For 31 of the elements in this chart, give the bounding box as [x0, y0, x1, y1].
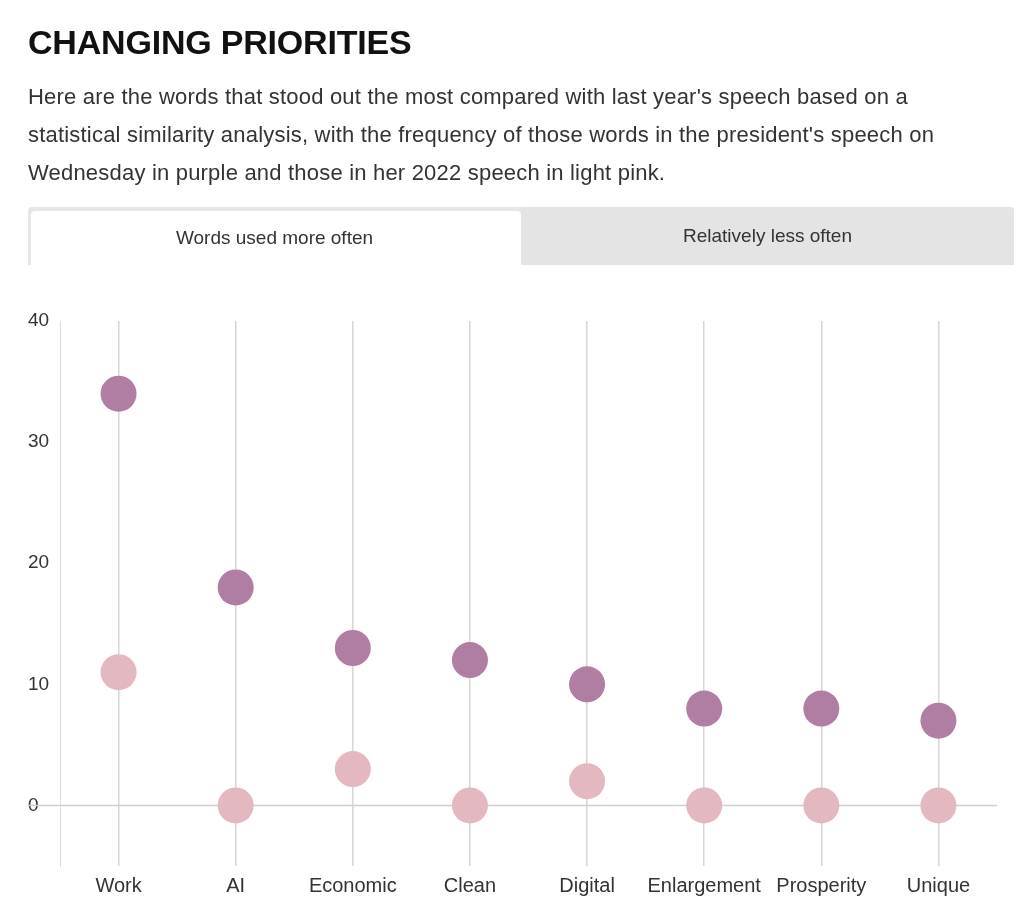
point: [686, 787, 723, 824]
point: [569, 666, 606, 703]
text: Words used more often: [175, 227, 374, 249]
point: [803, 787, 840, 824]
y-tick-label: 30: [28, 430, 50, 452]
point: [686, 690, 723, 727]
x-tick-label: Digital: [559, 873, 615, 896]
point: [920, 787, 957, 824]
y-tick-label: 20: [28, 551, 50, 573]
point: [569, 763, 606, 800]
point: [217, 569, 254, 606]
point: [217, 787, 254, 824]
y-tick-label: 40: [28, 309, 50, 331]
point: [451, 787, 488, 824]
point: [100, 654, 137, 691]
point: [920, 702, 957, 739]
chart-subtitle: Here are the words that stood out the most compared with last year's speech based on a statistical similarity analysis, with the frequency of those words in the president's speech on Wednesday in purple and those in her 2022 speech in light pink.: [28, 83, 936, 187]
y-tick-label: 10: [28, 672, 50, 694]
point: [334, 751, 371, 788]
x-tick-label: Work: [95, 873, 143, 896]
point: [451, 642, 488, 679]
point: [334, 630, 371, 666]
x-tick-label: Prosperity: [776, 873, 867, 896]
x-tick-label: Unique: [906, 873, 971, 896]
chart-title: CHANGING PRIORITIES: [28, 22, 412, 62]
x-tick-label: Enlargement: [647, 873, 762, 896]
x-tick-label: AI: [226, 873, 246, 896]
x-tick-label: Economic: [308, 873, 397, 896]
point: [100, 375, 137, 412]
x-tick-label: Clean: [443, 873, 497, 896]
point: [803, 690, 840, 727]
